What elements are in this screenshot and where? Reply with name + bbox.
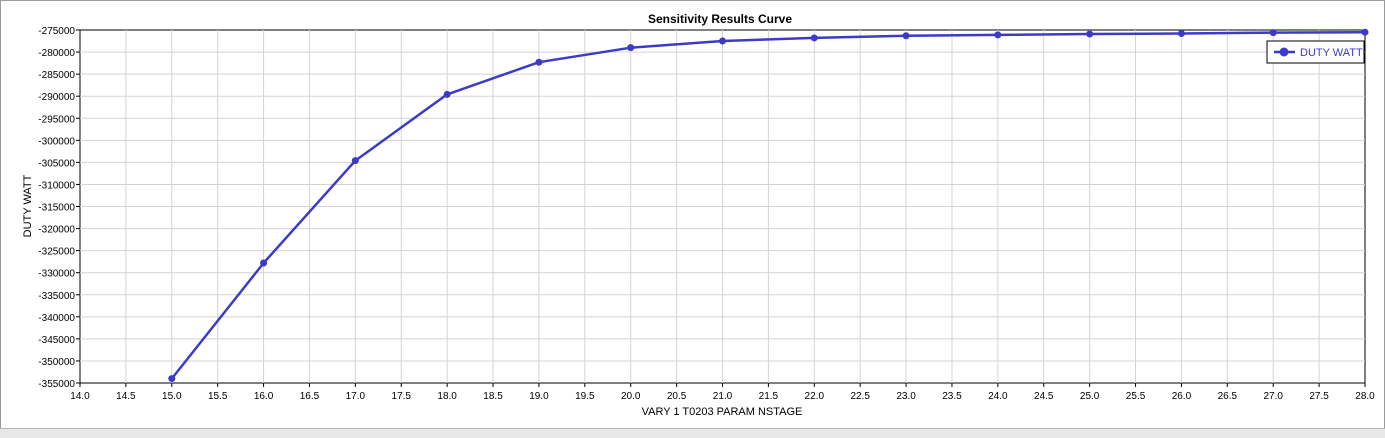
x-tick-label: 14.5 (116, 391, 136, 402)
y-tick-label: -330000 (38, 269, 75, 280)
x-tick-label: 14.0 (70, 391, 90, 402)
y-tick-label: -280000 (38, 48, 75, 59)
y-tick-label: -275000 (38, 26, 75, 37)
data-point (1086, 30, 1094, 38)
x-tick-label: 15.5 (208, 391, 228, 402)
window-bottom-bar (0, 428, 1385, 438)
data-point (535, 58, 543, 66)
x-tick-label: 17.0 (346, 391, 366, 402)
y-tick-label: -300000 (38, 136, 75, 147)
x-tick-label: 20.0 (621, 391, 641, 402)
x-tick-label: 27.5 (1309, 391, 1329, 402)
x-tick-label: 16.5 (300, 391, 320, 402)
y-tick-label: -310000 (38, 180, 75, 191)
x-tick-label: 17.5 (392, 391, 412, 402)
x-tick-label: 22.5 (850, 391, 870, 402)
legend-dot-marker (1279, 47, 1289, 57)
y-gridlines (76, 29, 1365, 384)
y-tick-label: -325000 (38, 247, 75, 258)
data-point (1361, 28, 1369, 36)
x-tick-label: 23.5 (942, 391, 962, 402)
legend: DUTY WATT (1266, 40, 1365, 64)
y-tick-label: -355000 (38, 379, 75, 390)
y-tick-label: -315000 (38, 203, 75, 214)
x-tick-label: 26.0 (1172, 391, 1192, 402)
y-tick-label: -320000 (38, 225, 75, 236)
x-tick-label: 24.5 (1034, 391, 1054, 402)
y-tick-label: -295000 (38, 114, 75, 125)
y-tick-label: -340000 (38, 313, 75, 324)
y-tick-label: -345000 (38, 335, 75, 346)
data-point (719, 37, 726, 45)
x-tick-labels: 14.0 14.5 15.0 15.5 16.0 16.5 17.0 17.5 18.0 18.5… (70, 391, 1375, 402)
data-point (627, 44, 635, 52)
data-point (351, 157, 359, 165)
x-tick-label: 19.5 (575, 391, 595, 402)
y-tick-label: -290000 (38, 92, 75, 103)
x-axis-title: VARY 1 T0203 PARAM NSTAGE (642, 406, 803, 418)
x-tick-label: 28.0 (1355, 391, 1375, 402)
data-point (994, 31, 1002, 39)
y-axis-title: DUTY WATT (22, 174, 34, 237)
y-tick-label: -285000 (38, 70, 75, 81)
x-tick-label: 21.5 (759, 391, 779, 402)
y-tick-label: -305000 (38, 158, 75, 169)
x-tick-label: 16.0 (254, 391, 274, 402)
x-tick-label: 19.0 (529, 391, 549, 402)
x-tick-label: 22.0 (805, 391, 825, 402)
data-point (260, 259, 268, 267)
x-tick-label: 25.5 (1126, 391, 1146, 402)
legend-box (1266, 40, 1365, 64)
data-point (902, 32, 910, 40)
data-point (168, 375, 176, 383)
data-point (443, 90, 451, 98)
x-tick-label: 18.5 (483, 391, 503, 402)
x-tick-label: 24.0 (988, 391, 1008, 402)
x-tick-label: 25.0 (1080, 391, 1100, 402)
chart-title: Sensitivity Results Curve (648, 12, 792, 26)
data-point (1177, 30, 1185, 38)
x-tick-label: 18.0 (437, 391, 457, 402)
x-tick-label: 27.0 (1263, 391, 1283, 402)
y-tick-label: -335000 (38, 291, 75, 302)
x-tick-label: 15.0 (162, 391, 182, 402)
series-line (170, 30, 1366, 380)
data-point (810, 34, 818, 42)
series-layer (168, 28, 1369, 383)
x-tick-label: 26.5 (1218, 391, 1238, 402)
data-point (1269, 29, 1277, 37)
x-tick-label: 21.0 (713, 391, 733, 402)
y-tick-label: -350000 (38, 357, 75, 368)
x-tick-label: 20.5 (667, 391, 687, 402)
y-tick-labels: -275000 -280000 -285000 -290000 -295000 -3000… (38, 26, 75, 390)
legend-label: DUTY WATT (1300, 47, 1363, 59)
x-tick-label: 23.0 (896, 391, 916, 402)
